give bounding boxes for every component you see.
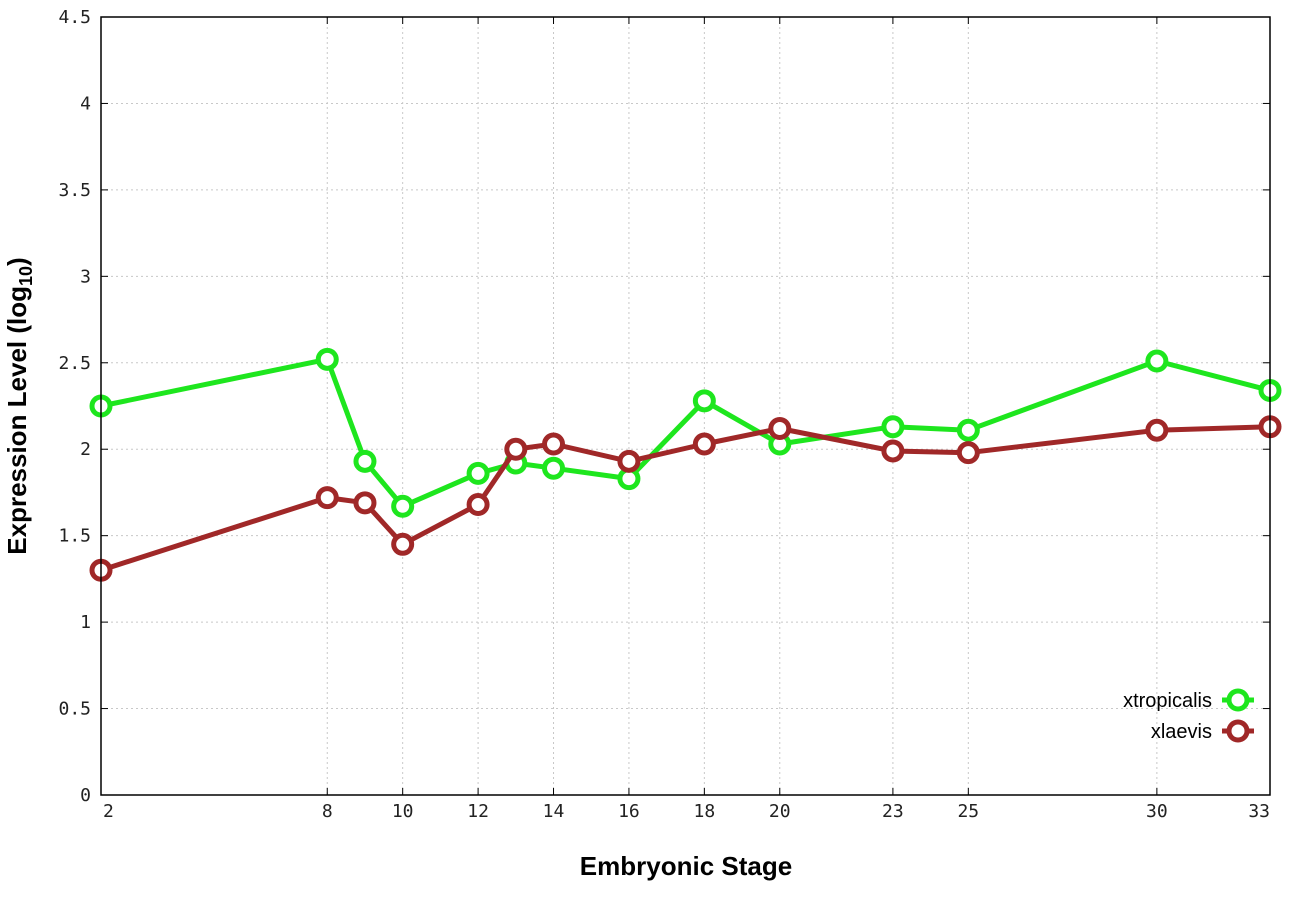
legend-item-xtropicalis: xtropicalis — [1123, 688, 1254, 712]
x-tick-labels: 2 8 10 12 14 16 18 20 23 25 30 33 — [103, 801, 1270, 822]
y-axis-title-main: Expression Level (log — [2, 286, 32, 555]
y-tick-label: 3 — [80, 266, 91, 287]
data-point-xtropicalis — [881, 415, 905, 439]
series-layer — [89, 347, 1282, 582]
x-tick-label: 33 — [1248, 801, 1270, 822]
grid — [101, 17, 1270, 795]
series-xlaevis — [89, 415, 1282, 582]
y-axis-title-subscript: 10 — [16, 266, 36, 286]
data-point-xtropicalis — [1145, 349, 1169, 373]
y-tick-label: 1 — [80, 612, 91, 633]
series-line-xtropicalis — [100, 356, 1271, 509]
axis-ticks — [100, 16, 1271, 796]
data-point-xlaevis — [1145, 418, 1169, 442]
data-point-xlaevis — [768, 416, 792, 440]
x-tick-label: 2 — [103, 801, 114, 822]
x-tick-label: 10 — [392, 801, 414, 822]
x-tick-label: 14 — [543, 801, 565, 822]
y-axis-title: Expression Level (log10) — [2, 257, 36, 554]
data-point-xlaevis — [956, 441, 980, 465]
data-point-xtropicalis — [692, 389, 716, 413]
data-point-xlaevis — [542, 432, 566, 456]
legend-marker-xlaevis — [1226, 719, 1250, 743]
x-tick-label: 16 — [618, 801, 640, 822]
legend-label-xlaevis: xlaevis — [1151, 721, 1212, 743]
data-point-xtropicalis — [391, 494, 415, 518]
x-axis-title: Embryonic Stage — [580, 851, 792, 881]
y-tick-label: 3.5 — [58, 180, 91, 201]
plot-frame — [100, 16, 1271, 796]
x-tick-label: 25 — [957, 801, 979, 822]
y-tick-label: 2.5 — [58, 353, 91, 374]
y-tick-labels: 0 0.5 1 1.5 2 2.5 3 3.5 4 4.5 — [58, 7, 91, 806]
y-tick-label: 1.5 — [58, 526, 91, 547]
data-point-xlaevis — [315, 486, 339, 510]
x-tick-label: 18 — [694, 801, 716, 822]
data-point-xlaevis — [504, 437, 528, 461]
data-point-xtropicalis — [353, 449, 377, 473]
data-point-xtropicalis — [956, 418, 980, 442]
legend-item-xlaevis: xlaevis — [1151, 719, 1254, 743]
legend-marker-xtropicalis — [1226, 688, 1250, 712]
data-point-xlaevis — [466, 493, 490, 517]
y-tick-label: 2 — [80, 439, 91, 460]
legend-label-xtropicalis: xtropicalis — [1123, 690, 1212, 712]
data-point-xtropicalis — [315, 347, 339, 371]
x-tick-label: 23 — [882, 801, 904, 822]
y-tick-label: 4.5 — [58, 7, 91, 28]
series-xtropicalis — [89, 347, 1282, 518]
data-point-xlaevis — [692, 432, 716, 456]
data-point-xtropicalis — [466, 461, 490, 485]
x-tick-label: 30 — [1146, 801, 1168, 822]
y-tick-label: 4 — [80, 93, 91, 114]
data-point-xlaevis — [617, 449, 641, 473]
legend: xtropicalis xlaevis — [1123, 688, 1254, 743]
data-point-xlaevis — [353, 491, 377, 515]
y-tick-label: 0 — [80, 785, 91, 806]
series-line-xlaevis — [100, 424, 1271, 573]
x-tick-label: 20 — [769, 801, 791, 822]
data-point-xlaevis — [881, 439, 905, 463]
data-point-xlaevis — [391, 532, 415, 556]
x-tick-label: 12 — [467, 801, 489, 822]
y-axis-title-suffix: ) — [2, 257, 32, 266]
x-tick-label: 8 — [322, 801, 333, 822]
y-tick-label: 0.5 — [58, 699, 91, 720]
data-point-xtropicalis — [542, 456, 566, 480]
